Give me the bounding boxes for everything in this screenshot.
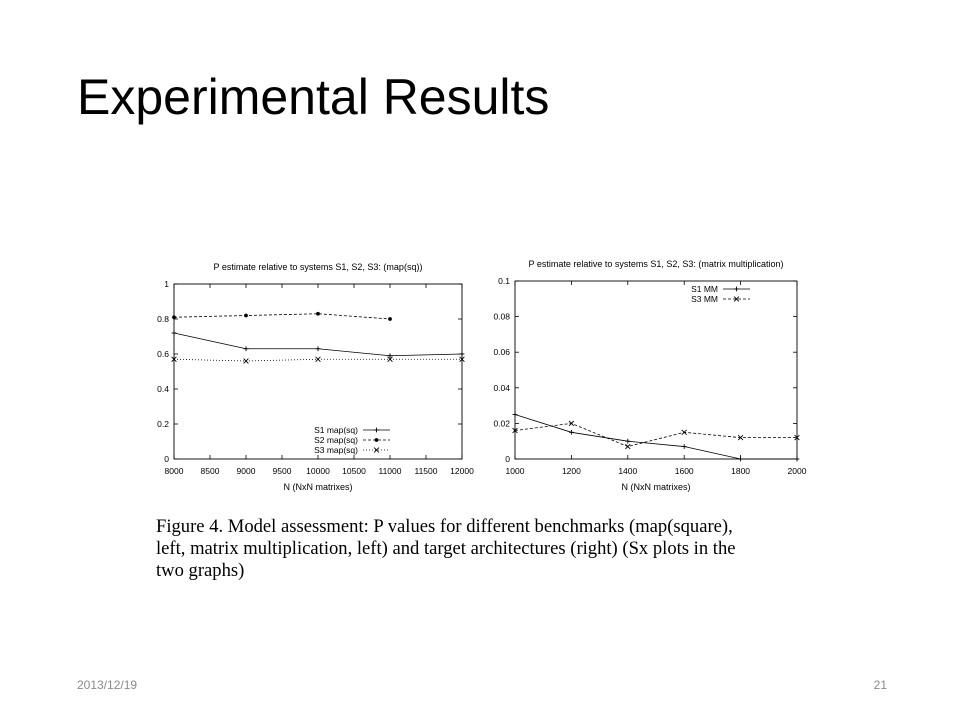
series-line (514, 422, 797, 447)
series-s1-mm (512, 412, 800, 462)
x-marker (733, 296, 740, 302)
series-line (173, 332, 463, 357)
y-tick-label: 1 (164, 279, 169, 289)
x-marker (512, 427, 518, 434)
x-marker (315, 356, 321, 362)
series-s3-mm (512, 420, 800, 450)
slide-title: Experimental Results (77, 69, 550, 125)
x-tick-label: 9500 (273, 466, 292, 476)
caption-line: left, matrix multiplication, left) and t… (156, 538, 736, 559)
x-tick-label: 10500 (342, 466, 366, 476)
x-axis-label: N (NxN matrixes) (284, 482, 353, 492)
x-marker (794, 434, 800, 441)
legend-label: S3 MM (691, 294, 718, 304)
x-marker (794, 434, 800, 441)
x-tick-label: 8000 (165, 466, 184, 476)
x-tick-label: 10000 (306, 466, 330, 476)
y-tick-label: 0.1 (498, 276, 510, 286)
x-marker (737, 434, 744, 441)
y-tick-label: 0 (164, 454, 169, 464)
legend-label: S1 map(sq) (314, 425, 358, 435)
plot-frame (173, 283, 463, 460)
y-tick-label: 0.4 (157, 384, 169, 394)
dot-marker (316, 311, 320, 316)
figure-caption: Figure 4. Model assessment: P values for… (156, 516, 816, 582)
x-tick-label: 1800 (731, 466, 750, 476)
dot-marker (172, 315, 176, 320)
x-tick-label: 8500 (201, 466, 220, 476)
x-tick-label: 11500 (414, 466, 437, 476)
x-tick-label: 9000 (237, 466, 256, 476)
series-s2-map-sq- (172, 311, 392, 321)
series-line (514, 414, 797, 460)
y-tick-label: 0.6 (157, 349, 169, 359)
series-line (173, 358, 462, 362)
x-tick-label: 1400 (618, 466, 637, 476)
x-marker (733, 296, 740, 302)
x-marker (459, 356, 465, 362)
x-marker (373, 447, 380, 453)
caption-line: two graphs) (156, 560, 245, 581)
x-marker (373, 447, 380, 453)
x-marker (387, 356, 393, 362)
legend-label: S2 map(sq) (314, 435, 358, 445)
dot-marker (244, 313, 248, 318)
x-marker (681, 429, 687, 436)
y-tick-label: 0.8 (157, 314, 169, 324)
x-marker (568, 420, 575, 427)
x-axis-label: N (NxN matrixes) (622, 482, 691, 492)
footer-date: 2013/12/19 (77, 678, 138, 692)
dot-marker (388, 317, 392, 321)
x-tick-label: 1200 (562, 466, 581, 476)
x-tick-label: 1000 (506, 466, 525, 476)
y-tick-label: 0 (505, 454, 510, 464)
x-tick-label: 12000 (450, 466, 474, 476)
y-tick-label: 0.04 (493, 383, 510, 393)
x-marker (387, 356, 393, 362)
chart-title: P estimate relative to systems S1, S2, S… (529, 259, 784, 269)
x-marker (243, 358, 249, 364)
plot-frame (514, 280, 798, 460)
x-marker (243, 358, 249, 364)
dot-marker (374, 438, 379, 442)
series-s3-map-sq- (171, 356, 465, 364)
caption-line: Figure 4. Model assessment: P values for… (156, 516, 733, 537)
legend-label: S3 map(sq) (314, 445, 358, 455)
x-marker (737, 434, 744, 441)
x-tick-label: 2000 (788, 466, 807, 476)
x-tick-label: 11000 (378, 466, 401, 476)
series-s1-map-sq- (171, 330, 465, 359)
page-number: 21 (873, 678, 887, 692)
x-marker (625, 443, 631, 450)
x-marker (568, 420, 575, 427)
y-tick-label: 0.2 (157, 419, 169, 429)
series-line (173, 313, 391, 320)
x-marker (171, 356, 177, 362)
y-tick-label: 0.08 (493, 312, 510, 322)
legend-label: S1 MM (691, 284, 718, 294)
x-marker (681, 429, 687, 436)
x-tick-label: 1600 (675, 466, 694, 476)
x-marker (459, 356, 465, 362)
x-marker (171, 356, 177, 362)
chart-1: P estimate relative to systems S1, S2, S… (157, 262, 474, 492)
chart-title: P estimate relative to systems S1, S2, S… (214, 262, 423, 272)
y-tick-label: 0.02 (493, 418, 510, 428)
y-tick-label: 0.06 (493, 347, 510, 357)
x-marker (625, 443, 631, 450)
x-marker (512, 427, 518, 434)
chart-2: P estimate relative to systems S1, S2, S… (493, 259, 806, 492)
x-marker (315, 356, 321, 362)
